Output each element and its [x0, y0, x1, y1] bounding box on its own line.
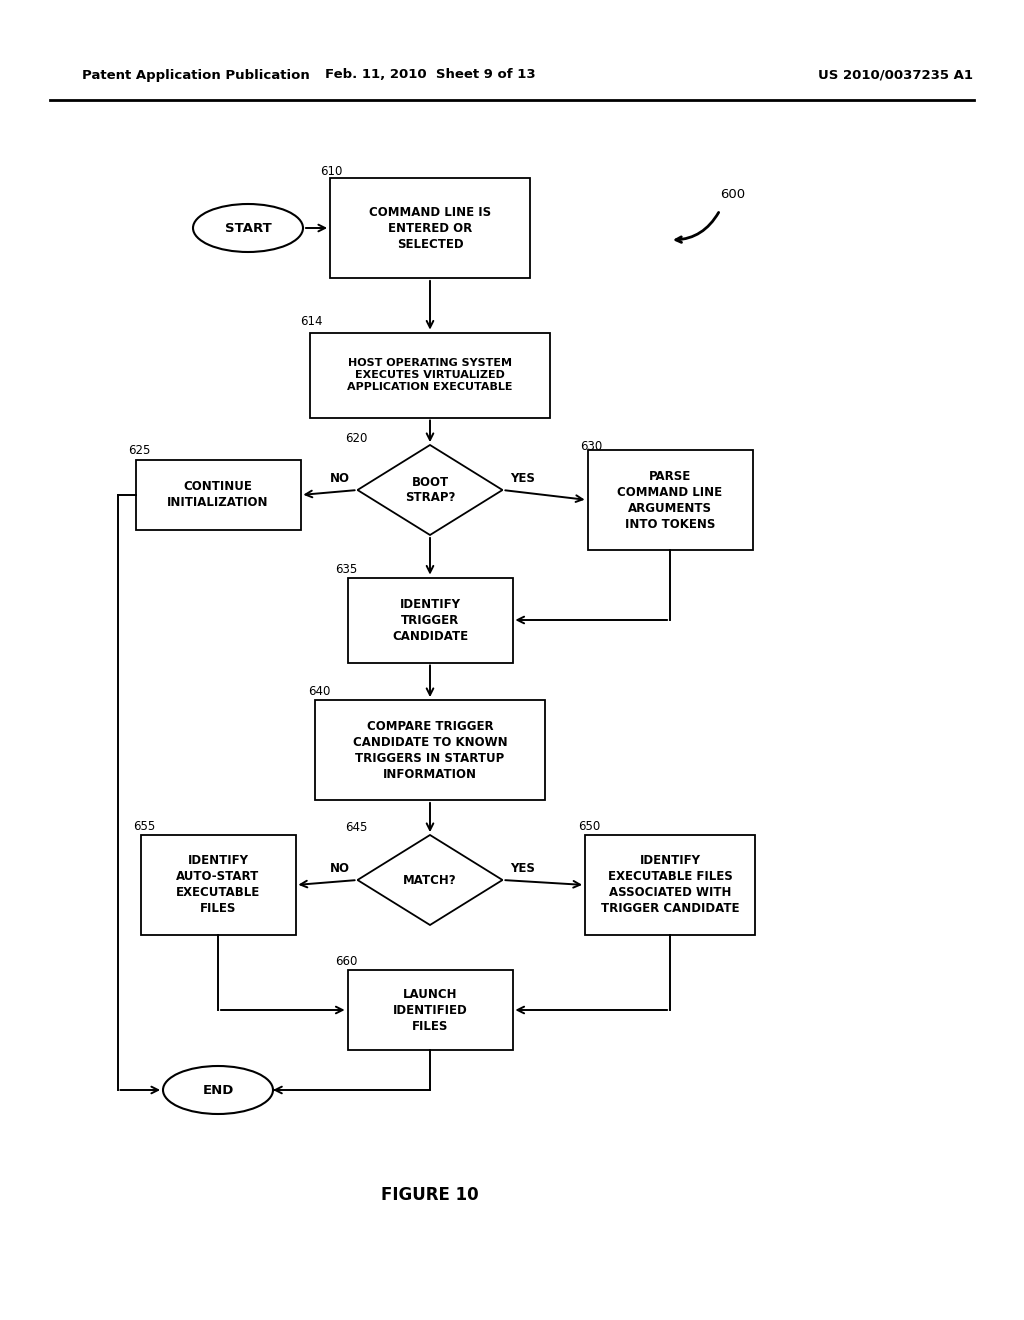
Ellipse shape: [163, 1067, 273, 1114]
Text: 660: 660: [335, 954, 357, 968]
Text: COMMAND LINE IS
ENTERED OR
SELECTED: COMMAND LINE IS ENTERED OR SELECTED: [369, 206, 492, 251]
FancyBboxPatch shape: [347, 970, 512, 1049]
Polygon shape: [357, 445, 503, 535]
Text: START: START: [224, 222, 271, 235]
FancyBboxPatch shape: [140, 836, 296, 935]
Text: 610: 610: [319, 165, 342, 178]
Text: US 2010/0037235 A1: US 2010/0037235 A1: [818, 69, 973, 82]
Text: IDENTIFY
TRIGGER
CANDIDATE: IDENTIFY TRIGGER CANDIDATE: [392, 598, 468, 643]
Text: 620: 620: [345, 432, 368, 445]
Text: YES: YES: [511, 862, 536, 874]
Text: NO: NO: [330, 471, 349, 484]
Text: HOST OPERATING SYSTEM
EXECUTES VIRTUALIZED
APPLICATION EXECUTABLE: HOST OPERATING SYSTEM EXECUTES VIRTUALIZ…: [347, 358, 513, 392]
Text: IDENTIFY
AUTO-START
EXECUTABLE
FILES: IDENTIFY AUTO-START EXECUTABLE FILES: [176, 854, 260, 916]
Text: END: END: [203, 1084, 233, 1097]
Text: FIGURE 10: FIGURE 10: [381, 1185, 479, 1204]
Text: MATCH?: MATCH?: [403, 874, 457, 887]
Text: YES: YES: [511, 471, 536, 484]
Text: CONTINUE
INITIALIZATION: CONTINUE INITIALIZATION: [167, 480, 268, 510]
FancyBboxPatch shape: [585, 836, 755, 935]
Text: 614: 614: [300, 315, 323, 327]
Text: BOOT
STRAP?: BOOT STRAP?: [404, 477, 456, 504]
FancyBboxPatch shape: [330, 178, 530, 279]
Text: 655: 655: [133, 820, 156, 833]
Text: Feb. 11, 2010  Sheet 9 of 13: Feb. 11, 2010 Sheet 9 of 13: [325, 69, 536, 82]
FancyBboxPatch shape: [135, 459, 300, 531]
Text: 635: 635: [335, 564, 357, 576]
FancyBboxPatch shape: [347, 578, 512, 663]
Text: 640: 640: [308, 685, 331, 698]
Text: COMPARE TRIGGER
CANDIDATE TO KNOWN
TRIGGERS IN STARTUP
INFORMATION: COMPARE TRIGGER CANDIDATE TO KNOWN TRIGG…: [352, 719, 507, 780]
Text: 625: 625: [128, 444, 151, 457]
Ellipse shape: [193, 205, 303, 252]
Text: NO: NO: [330, 862, 349, 874]
Text: 630: 630: [580, 440, 602, 453]
FancyBboxPatch shape: [310, 333, 550, 417]
FancyBboxPatch shape: [588, 450, 753, 550]
FancyBboxPatch shape: [315, 700, 545, 800]
Text: 645: 645: [345, 821, 368, 834]
Text: Patent Application Publication: Patent Application Publication: [82, 69, 309, 82]
Text: PARSE
COMMAND LINE
ARGUMENTS
INTO TOKENS: PARSE COMMAND LINE ARGUMENTS INTO TOKENS: [617, 470, 723, 531]
Text: IDENTIFY
EXECUTABLE FILES
ASSOCIATED WITH
TRIGGER CANDIDATE: IDENTIFY EXECUTABLE FILES ASSOCIATED WIT…: [601, 854, 739, 916]
Text: 650: 650: [578, 820, 600, 833]
Text: LAUNCH
IDENTIFIED
FILES: LAUNCH IDENTIFIED FILES: [392, 987, 467, 1032]
Text: 600: 600: [720, 189, 745, 202]
Polygon shape: [357, 836, 503, 925]
